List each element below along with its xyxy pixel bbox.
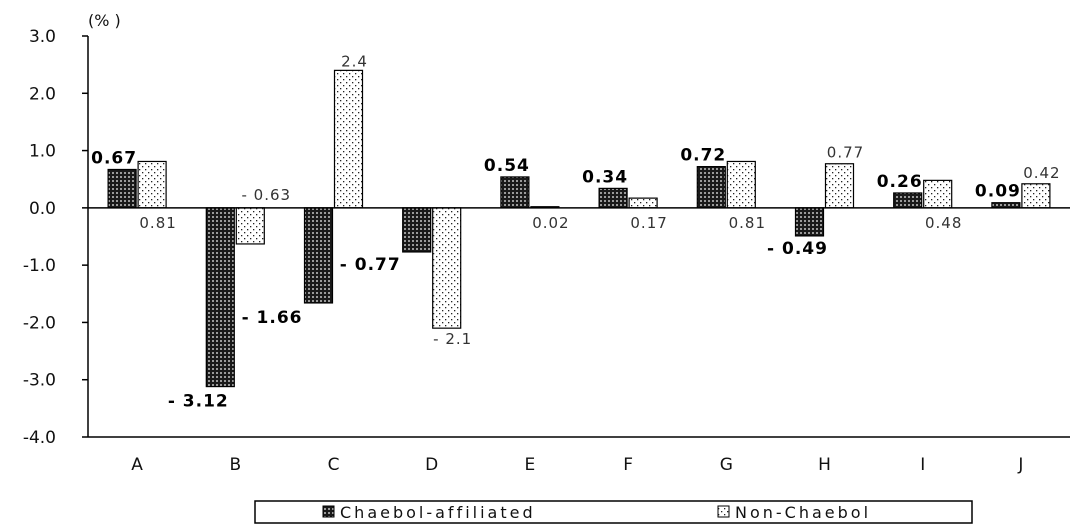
legend-swatch-chaebol bbox=[322, 505, 335, 518]
bar-non-chaebol-B bbox=[235, 207, 265, 245]
data-label-chaebol-I: 0.26 bbox=[877, 172, 923, 192]
bar-chaebol-H bbox=[794, 207, 825, 237]
bar-non-chaebol-A bbox=[137, 160, 167, 209]
y-tick-label: 0.0 bbox=[29, 199, 56, 219]
legend-box bbox=[254, 500, 973, 524]
y-tick-label: 2.0 bbox=[29, 84, 56, 104]
bar-non-chaebol-D bbox=[432, 207, 462, 329]
data-label-chaebol-E: 0.54 bbox=[484, 156, 530, 176]
bar-non-chaebol-J bbox=[1021, 183, 1051, 209]
x-tick-label: H bbox=[818, 455, 831, 475]
x-tick-label: C bbox=[328, 455, 340, 475]
data-label-chaebol-H: - 0.49 bbox=[767, 239, 828, 259]
x-tick-label: B bbox=[229, 455, 241, 475]
x-tick-label: G bbox=[720, 455, 733, 475]
x-tick-label: J bbox=[1017, 455, 1023, 475]
data-label-chaebol-B: - 3.12 bbox=[168, 392, 229, 412]
data-label-non-chaebol-D: - 2.1 bbox=[433, 330, 472, 348]
bar-non-chaebol-H bbox=[824, 163, 855, 209]
data-label-non-chaebol-G: 0.81 bbox=[729, 214, 766, 232]
y-tick-label: 1.0 bbox=[29, 142, 56, 162]
bar-chaebol-B bbox=[205, 207, 235, 388]
y-axis: 3.0 2.0 1.0 0.0 -1.0 -2.0 -3.0 -4.0 bbox=[23, 27, 89, 448]
bar-non-chaebol-I bbox=[923, 179, 953, 209]
y-tick-label: -4.0 bbox=[23, 428, 56, 448]
x-axis: A B C D E F G H I J bbox=[88, 207, 1070, 475]
bar-non-chaebol-F bbox=[628, 197, 658, 209]
x-tick-label: E bbox=[525, 455, 536, 475]
bar-chaebol-E bbox=[500, 176, 530, 209]
bar-chaebol-A bbox=[107, 168, 137, 209]
data-label-chaebol-D: - 0.77 bbox=[340, 255, 401, 275]
x-tick-label: F bbox=[623, 455, 633, 475]
data-label-non-chaebol-H: 0.77 bbox=[827, 144, 864, 162]
data-label-chaebol-F: 0.34 bbox=[582, 167, 628, 187]
y-unit-label: (% ) bbox=[88, 11, 121, 30]
bar-non-chaebol-C bbox=[333, 69, 364, 209]
x-tick-label: A bbox=[131, 455, 143, 475]
bar-non-chaebol-G bbox=[726, 160, 756, 209]
bar-chaebol-D bbox=[402, 207, 432, 253]
legend-label-chaebol: Chaebol-affiliated bbox=[340, 503, 536, 522]
y-tick-label: -3.0 bbox=[23, 371, 56, 391]
legend-label-non-chaebol: Non-Chaebol bbox=[735, 503, 871, 522]
y-tick-label: -1.0 bbox=[23, 256, 56, 276]
bars bbox=[107, 69, 1051, 388]
data-label-chaebol-A: 0.67 bbox=[91, 148, 137, 168]
data-label-non-chaebol-A: 0.81 bbox=[139, 214, 176, 232]
y-tick-label: -2.0 bbox=[23, 313, 56, 333]
y-tick-label: 3.0 bbox=[29, 27, 56, 47]
x-tick-label: D bbox=[425, 455, 438, 475]
data-label-non-chaebol-F: 0.17 bbox=[630, 214, 667, 232]
data-label-non-chaebol-C: 2.4 bbox=[341, 52, 368, 70]
data-label-chaebol-J: 0.09 bbox=[975, 182, 1021, 202]
data-label-non-chaebol-I: 0.48 bbox=[925, 214, 962, 232]
bar-chaebol-C bbox=[303, 207, 334, 304]
data-labels: 0.67 0.81 - 3.12 - 0.63 - 1.66 2.4 - 0.77 - 2.1… bbox=[91, 52, 1060, 412]
legend-swatch-non-chaebol bbox=[717, 505, 730, 518]
bar-chaebol-J bbox=[991, 202, 1021, 209]
x-tick-label: I bbox=[920, 455, 925, 475]
data-label-non-chaebol-E: 0.02 bbox=[532, 214, 569, 232]
data-label-non-chaebol-J: 0.42 bbox=[1023, 164, 1060, 182]
data-label-chaebol-G: 0.72 bbox=[680, 146, 726, 166]
legend: Chaebol-affiliated Non-Chaebol bbox=[254, 500, 973, 524]
data-label-non-chaebol-B: - 0.63 bbox=[242, 186, 292, 204]
data-label-chaebol-C: - 1.66 bbox=[242, 308, 303, 328]
bar-chaebol-I bbox=[893, 192, 923, 209]
bar-chaebol-G bbox=[696, 166, 726, 209]
bar-chaebol-F bbox=[598, 187, 628, 209]
